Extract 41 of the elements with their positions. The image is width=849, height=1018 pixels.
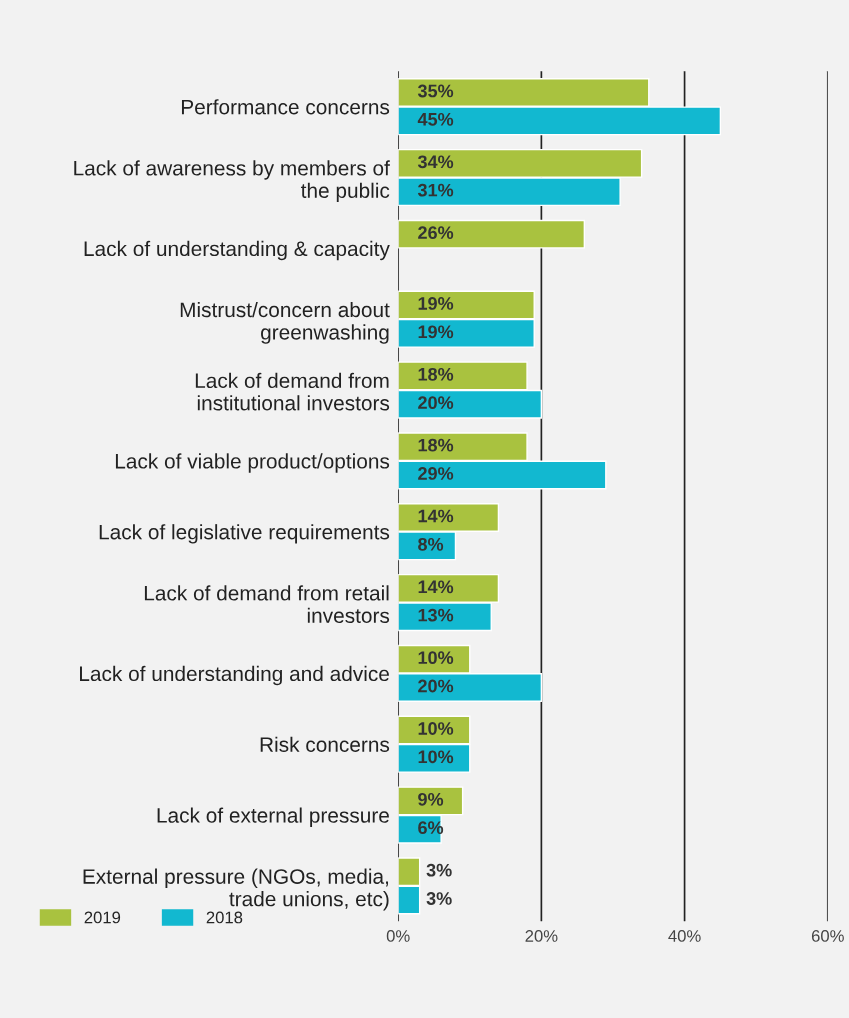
data-label: 35%: [417, 84, 454, 98]
data-label: 20%: [418, 396, 454, 410]
data-label: 10%: [418, 722, 454, 735]
data-label: 9%: [418, 792, 444, 806]
data-label: 10%: [418, 750, 454, 764]
data-label: 19%: [418, 297, 454, 310]
legend-label: 2018: [206, 911, 243, 924]
x-tick-label: 20%: [525, 930, 558, 942]
x-tick-label: 40%: [668, 930, 701, 942]
data-label: 8%: [418, 537, 444, 551]
data-label: 18%: [418, 367, 454, 381]
y-tick-label: Lack of awareness by members of the public: [74, 160, 390, 203]
data-label: 14%: [418, 580, 454, 594]
y-tick-label: Lack of legislative requirements: [99, 524, 390, 544]
legend-label: 2019: [84, 911, 121, 924]
y-tick-label: Lack of understanding & capacity: [84, 240, 390, 261]
data-label: 13%: [418, 608, 454, 622]
data-label: 3%: [426, 892, 452, 905]
y-tick-label: External pressure (NGOs, media, trade unions, etc): [83, 868, 389, 911]
x-tick-label: 60%: [811, 930, 844, 942]
y-tick-label: Lack of viable product/options: [115, 453, 390, 473]
bar: [398, 219, 586, 249]
x-tick-label: 0%: [386, 930, 410, 942]
data-label: 20%: [418, 679, 454, 693]
data-label: 19%: [418, 325, 454, 339]
y-tick-label: Performance concerns: [181, 99, 390, 115]
data-label: 14%: [418, 509, 454, 523]
data-label: 45%: [417, 112, 454, 126]
y-tick-label: Lack of understanding and advice: [80, 665, 389, 686]
data-label: 34%: [417, 155, 454, 169]
data-label: 3%: [426, 863, 452, 877]
data-label: 18%: [418, 438, 454, 452]
data-label: 10%: [418, 651, 454, 665]
y-tick-label: Mistrust/concern about greenwashing: [180, 301, 390, 344]
y-tick-label: Lack of demand from retail investors: [144, 585, 390, 624]
data-label: 26%: [418, 226, 454, 240]
data-label: 29%: [418, 467, 454, 480]
data-label: 31%: [417, 183, 454, 197]
y-tick-label: Lack of external pressure: [157, 807, 389, 827]
y-tick-label: Lack of demand from institutional investors: [195, 372, 390, 411]
y-tick-label: Risk concerns: [260, 736, 390, 752]
